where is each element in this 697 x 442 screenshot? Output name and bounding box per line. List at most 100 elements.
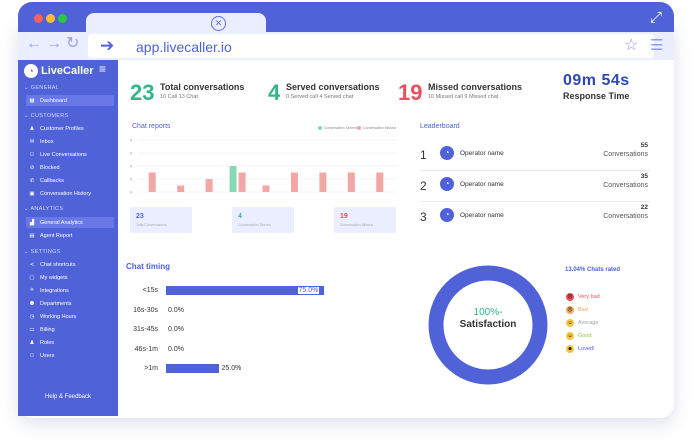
help-feedback-link[interactable]: Help & Feedback (44, 394, 92, 400)
tab-close-icon[interactable]: ✕ (211, 16, 226, 31)
chat-reports-chart: 8 6 4 2 0 (130, 138, 396, 195)
address-bar[interactable] (88, 34, 654, 58)
y-tick-label: 4 (130, 164, 133, 169)
section-general: ⌄ GENERAL (24, 85, 60, 91)
history-icon: ▣ (29, 190, 35, 197)
missed-conversations-sub: 10 Missed call 9 Missed chat (428, 94, 499, 100)
response-time-label: Response Time (563, 91, 630, 101)
live-users-icon: ⚇ (29, 151, 35, 158)
sidebar-item-conversation-history[interactable]: ▣ Conversation History (29, 190, 92, 197)
timing-label: 31s-45s (133, 326, 158, 333)
sidebar-item-departments[interactable]: ⚉ Departments (29, 300, 72, 307)
inbox-icon: ✉ (29, 138, 35, 145)
sidebar-item-callbacks[interactable]: ✆ Callbacks (29, 177, 64, 184)
sidebar-item-inbox[interactable]: ✉ Inbox (29, 138, 54, 145)
good-face-icon: ☺ (566, 332, 574, 340)
sidebar-item-live-conversations[interactable]: ⚇ Live Conversations (29, 151, 87, 158)
legend-missed: Conversation Missed (357, 126, 396, 130)
served-conversations-sub: 0 Served call 4 Served chat (286, 94, 354, 100)
card-total: 23 Total Conversations (130, 207, 192, 233)
sidebar-item-general-analytics[interactable]: ▟ General Analytics (26, 217, 114, 228)
departments-icon: ⚉ (29, 300, 35, 307)
bar-served (229, 166, 237, 192)
satisfaction-ring (428, 265, 548, 385)
roles-icon: ♟ (29, 339, 35, 346)
timing-bar (166, 364, 219, 373)
rating-bad: ☹ Bad (566, 306, 588, 314)
sidebar-item-dashboard[interactable]: ▦ Dashboard (26, 95, 114, 106)
timing-value: 0.0% (168, 306, 184, 314)
leaderboard-row[interactable]: 1 ◔ Operator name 55 Conversations (420, 142, 650, 171)
bar-missed (262, 185, 270, 192)
section-customers: ⌄ CUSTOMERS (24, 113, 69, 119)
total-conversations-sub: 10 Call 13 Chat (160, 94, 198, 100)
rating-average: ☺ Average (566, 319, 599, 327)
menu-icon[interactable]: ☰ (650, 37, 664, 54)
timing-value: 25.0% (221, 365, 242, 372)
chat-reports-title: Chat reports (132, 123, 171, 130)
sidebar-item-integrations[interactable]: ⟡ Integrations (28, 285, 112, 296)
billing-icon: ▭ (29, 326, 35, 333)
browser-tab[interactable] (86, 13, 266, 32)
missed-conversations-value: 19 (398, 80, 423, 105)
sidebar-item-roles[interactable]: ♟ Roles (29, 339, 55, 346)
livecaller-logo-icon: ◔ (24, 64, 38, 78)
sidebar (18, 60, 118, 416)
chats-rated: 13.04% Chats rated (565, 267, 621, 273)
sidebar-item-my-widgets[interactable]: ▢ My widgets (29, 274, 68, 281)
total-conversations-title: Total conversations (160, 82, 245, 92)
brand-name: LiveCaller (41, 65, 94, 77)
reload-icon[interactable]: ↻ (66, 35, 80, 52)
very-bad-face-icon: ☹ (566, 293, 574, 301)
card-missed: 19 Conversation Missed (334, 207, 396, 233)
satisfaction-donut (428, 265, 548, 385)
missed-conversations-title: Missed conversations (428, 82, 523, 92)
sidebar-item-chat-shortcuts[interactable]: ≺ Chat shortcuts (29, 261, 76, 268)
blocked-icon: ⊘ (29, 164, 35, 171)
operator-avatar-icon: ◔ (440, 208, 454, 222)
section-settings: ⌄ SETTINGS (24, 249, 61, 255)
minimize-window-dot[interactable] (46, 14, 55, 23)
close-window-dot[interactable] (34, 14, 43, 23)
sidebar-toggle-icon[interactable]: ≡ (99, 62, 107, 76)
y-tick-label: 6 (130, 151, 133, 156)
rating-good: ☺ Good (566, 332, 592, 340)
go-arrow-icon[interactable]: ➔ (100, 36, 115, 55)
bar-missed (148, 172, 156, 192)
report-icon: ▤ (29, 232, 35, 239)
timing-value: 0.0% (168, 345, 184, 353)
served-conversations-value: 4 (268, 80, 281, 105)
sidebar-item-billing[interactable]: ▭ Billing (29, 326, 55, 333)
timing-value: 0.0% (168, 326, 184, 333)
sidebar-item-customer-profiles[interactable]: ♟ Customer Profiles (29, 125, 84, 132)
sidebar-item-blocked[interactable]: ⊘ Blocked (29, 164, 60, 171)
timing-value: 75.0% (297, 287, 320, 294)
section-analytics: ⌄ ANALYTICS (24, 206, 64, 212)
back-arrow-icon[interactable]: ← (26, 35, 42, 52)
response-time-value: 09m 54s (563, 72, 630, 89)
bar-missed (347, 172, 355, 192)
y-tick-label: 0 (130, 190, 133, 195)
forward-arrow-icon[interactable]: → (46, 35, 62, 52)
user-icon: ♟ (29, 125, 35, 132)
sidebar-item-working-hours[interactable]: ◷ Working Hours (29, 313, 77, 320)
sidebar-item-agent-report[interactable]: ▤ Agent Report (29, 232, 73, 239)
leaderboard-row[interactable]: 3 ◔ Operator name 22 Conversations (420, 204, 648, 224)
y-tick-label: 2 (130, 177, 133, 182)
leaderboard-row[interactable]: 2 ◔ Operator name 35 Conversations (420, 173, 650, 202)
total-conversations-value: 23 (130, 80, 155, 105)
bad-face-icon: ☹ (566, 306, 574, 314)
maximize-window-dot[interactable] (58, 14, 67, 23)
bar-missed (205, 179, 213, 192)
shortcut-icon: ≺ (29, 261, 35, 268)
integrations-icon: ⟡ (30, 287, 34, 293)
sidebar-item-users[interactable]: ⚇ Users (29, 352, 55, 359)
analytics-icon: ▟ (29, 219, 35, 226)
timing-label: <15s (142, 287, 158, 294)
url-text[interactable]: app.livecaller.io (136, 39, 232, 55)
star-icon[interactable]: ☆ (624, 37, 639, 54)
expand-icon[interactable]: ⤢ (650, 9, 663, 26)
satisfaction-value: 100%- Satisfaction (459, 307, 517, 330)
legend-served: Conversation Served (318, 126, 357, 130)
bar-missed (319, 172, 327, 192)
